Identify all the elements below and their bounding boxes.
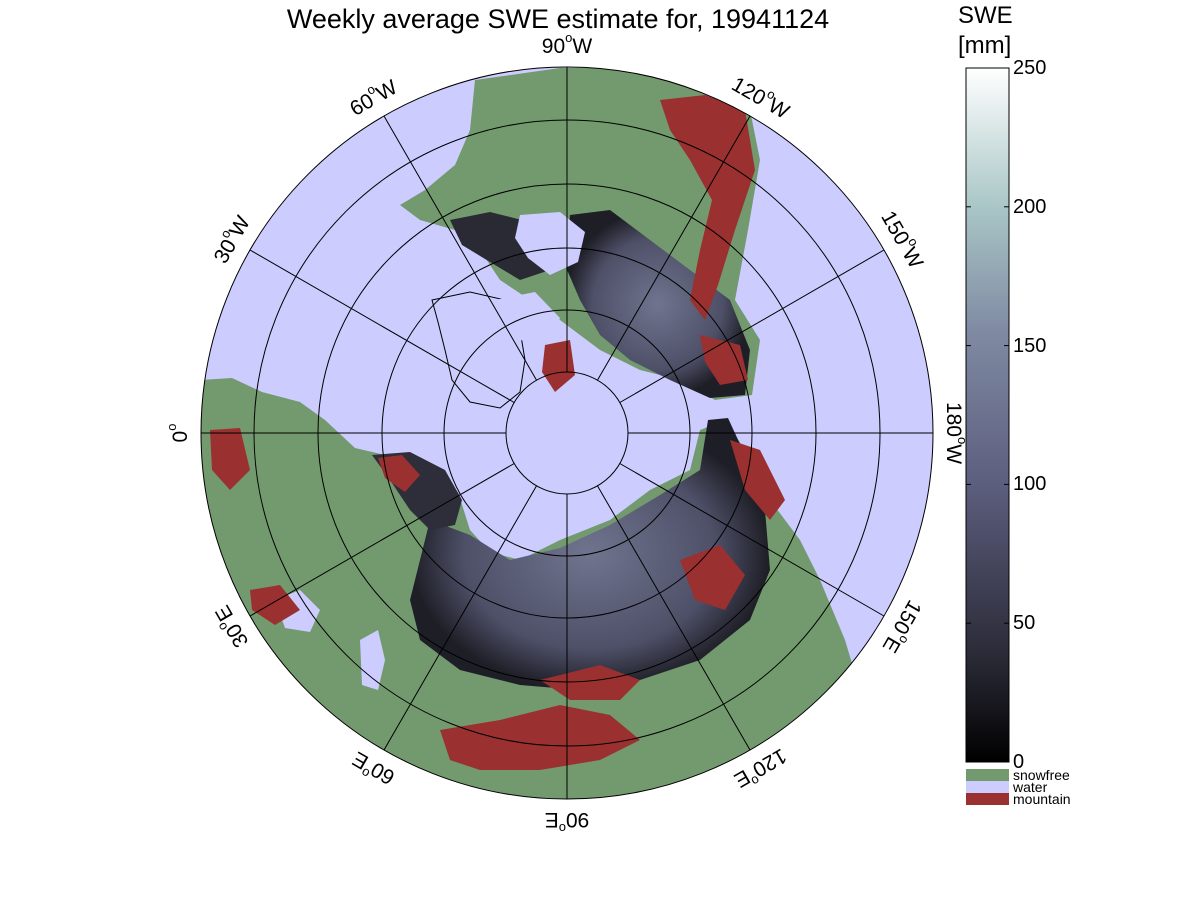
degree-symbol: o	[565, 30, 572, 45]
colorbar-label-swe: SWE	[958, 2, 1013, 29]
legend-swatch-water	[966, 781, 1009, 793]
longitude-hemisphere: E	[545, 808, 559, 831]
longitude-label: 90oE	[545, 808, 590, 835]
colorbar-tick-label: 200	[1013, 195, 1047, 218]
map-title: Weekly average SWE estimate for, 1994112…	[286, 4, 830, 34]
legend-label-water: water	[1013, 779, 1048, 795]
meridian-line	[597, 115, 751, 381]
baffin-bay	[495, 292, 560, 345]
central-asia-mountains	[540, 665, 640, 700]
longitude-value: 90	[566, 808, 589, 831]
longitude-label: 90oW	[542, 30, 593, 57]
colorbar-tick-label: 250	[1013, 57, 1047, 79]
longitude-hemisphere: W	[898, 243, 928, 272]
longitude-hemisphere: W	[572, 35, 592, 58]
tibetan-plateau	[440, 705, 640, 770]
longitude-label: 0o	[164, 424, 191, 443]
longitude-label: 180oW	[942, 402, 969, 464]
meridian-line	[383, 115, 537, 381]
colorbar-tick-label: 0	[1013, 751, 1025, 773]
colorbar-tick-label: 100	[1013, 473, 1047, 496]
longitude-value: 30	[209, 235, 241, 267]
scandinavian-mountains	[378, 455, 420, 492]
legend-swatch-mountain	[966, 793, 1009, 805]
meridian-line	[383, 485, 537, 751]
longitude-value: 180	[942, 402, 965, 437]
siberian-mountains	[680, 545, 745, 610]
east-siberian-mountains	[730, 440, 785, 520]
mountain-areas	[210, 95, 785, 770]
meridian-line	[619, 463, 885, 617]
meridian-lines	[201, 67, 933, 799]
map-frame	[200, 66, 934, 800]
degree-symbol: o	[559, 821, 566, 836]
meridian-line	[249, 463, 515, 617]
category-legend	[966, 769, 1009, 805]
longitude-value: 120	[728, 72, 770, 109]
longitude-hemisphere: W	[942, 444, 965, 464]
colorbar-tick-label: 50	[1013, 612, 1036, 635]
rocky-mountains	[660, 95, 755, 320]
map-disk	[200, 66, 934, 800]
meridian-line	[619, 249, 885, 403]
caspian-sea	[360, 630, 385, 690]
longitude-value: 150	[889, 596, 926, 638]
colorbar-label-unit: [mm]	[958, 32, 1012, 59]
colorbar-tick-label: 150	[1013, 334, 1047, 357]
longitude-hemisphere: E	[211, 601, 238, 625]
longitude-value: 90	[542, 35, 565, 58]
longitude-value: 0	[169, 431, 192, 443]
meridian-line	[597, 485, 751, 751]
degree-symbol: o	[164, 424, 179, 431]
longitude-value: 60	[367, 758, 399, 790]
alaska-mountains	[700, 335, 748, 385]
alps-caucasus	[250, 585, 300, 625]
longitude-hemisphere: W	[372, 75, 401, 105]
land-layer	[201, 68, 860, 799]
iberian-mountains	[210, 428, 250, 490]
longitude-hemisphere: E	[730, 765, 754, 792]
meridian-line	[249, 249, 515, 403]
swe-colorbar	[965, 67, 1010, 763]
legend-label-mountain: mountain	[1013, 791, 1071, 807]
legend-swatch-snowfree	[966, 769, 1009, 781]
degree-symbol: o	[955, 437, 970, 444]
legend-label-snowfree: snowfree	[1013, 767, 1070, 783]
colorbar-ticks	[966, 67, 1009, 763]
